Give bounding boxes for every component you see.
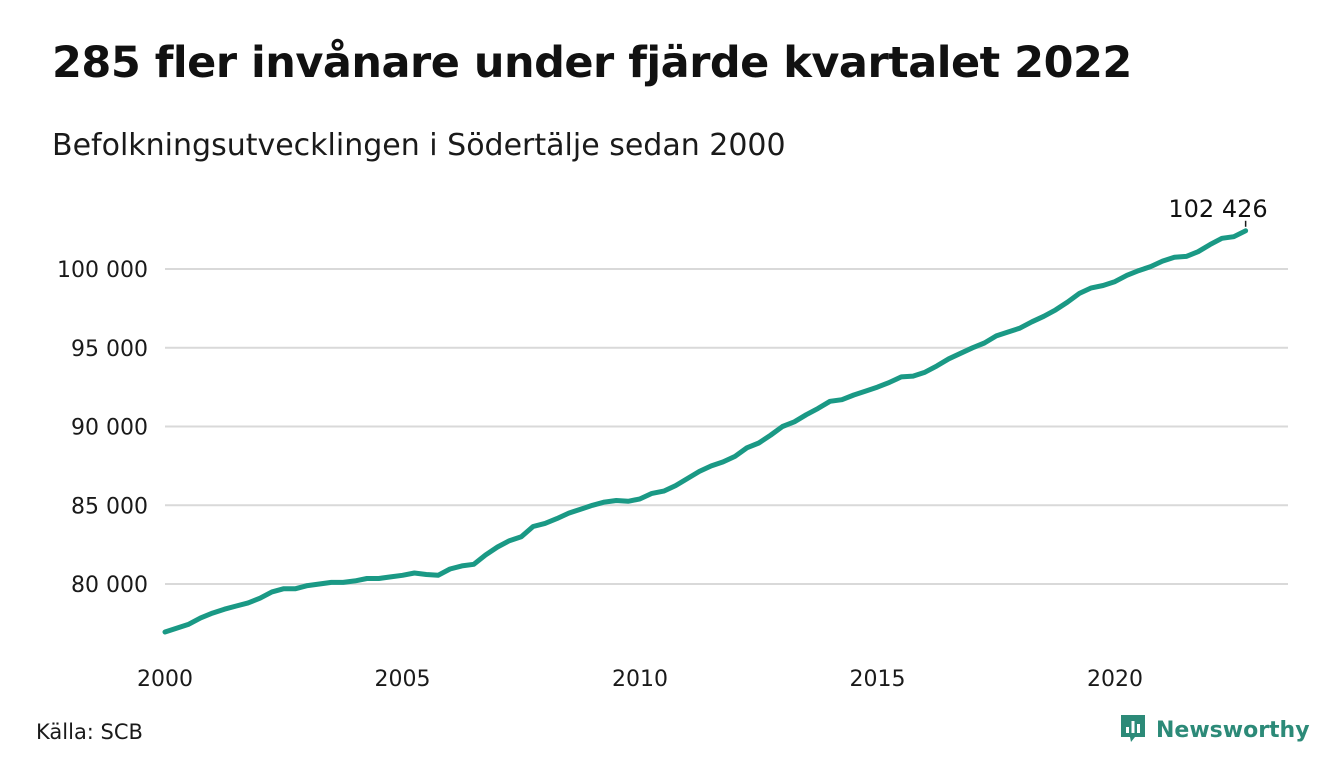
x-tick-label: 2020 [1087,667,1143,692]
x-tick-label: 2015 [850,667,906,692]
gridlines [165,268,1288,585]
x-tick-label: 2000 [137,667,193,692]
brand-logo[interactable]: Newsworthy [1118,712,1310,748]
chart-subtitle: Befolkningsutvecklingen i Södertälje sed… [52,128,786,163]
x-tick-label: 2005 [375,667,431,692]
population-line [162,228,1249,635]
y-tick-label: 95 000 [71,337,148,362]
source-note: Källa: SCB [36,720,143,744]
y-tick-label: 80 000 [71,573,148,598]
y-axis-ticks: 80 000 85 000 90 000 95 000 100 000 [57,258,148,598]
x-tick-label: 2010 [612,667,668,692]
y-tick-label: 90 000 [71,416,148,441]
chart-title: 285 fler invånare under fjärde kvartalet… [52,38,1132,88]
end-label-layer: 102 426 [1168,195,1268,227]
brand-name: Newsworthy [1156,717,1310,743]
end-value-label: 102 426 [1168,195,1267,223]
y-tick-label: 85 000 [71,494,148,519]
newsworthy-logo-icon [1118,712,1148,748]
x-axis-ticks: 2000 2005 2010 2015 2020 [137,667,1143,692]
y-tick-label: 100 000 [57,258,148,283]
series-layer [162,228,1249,635]
